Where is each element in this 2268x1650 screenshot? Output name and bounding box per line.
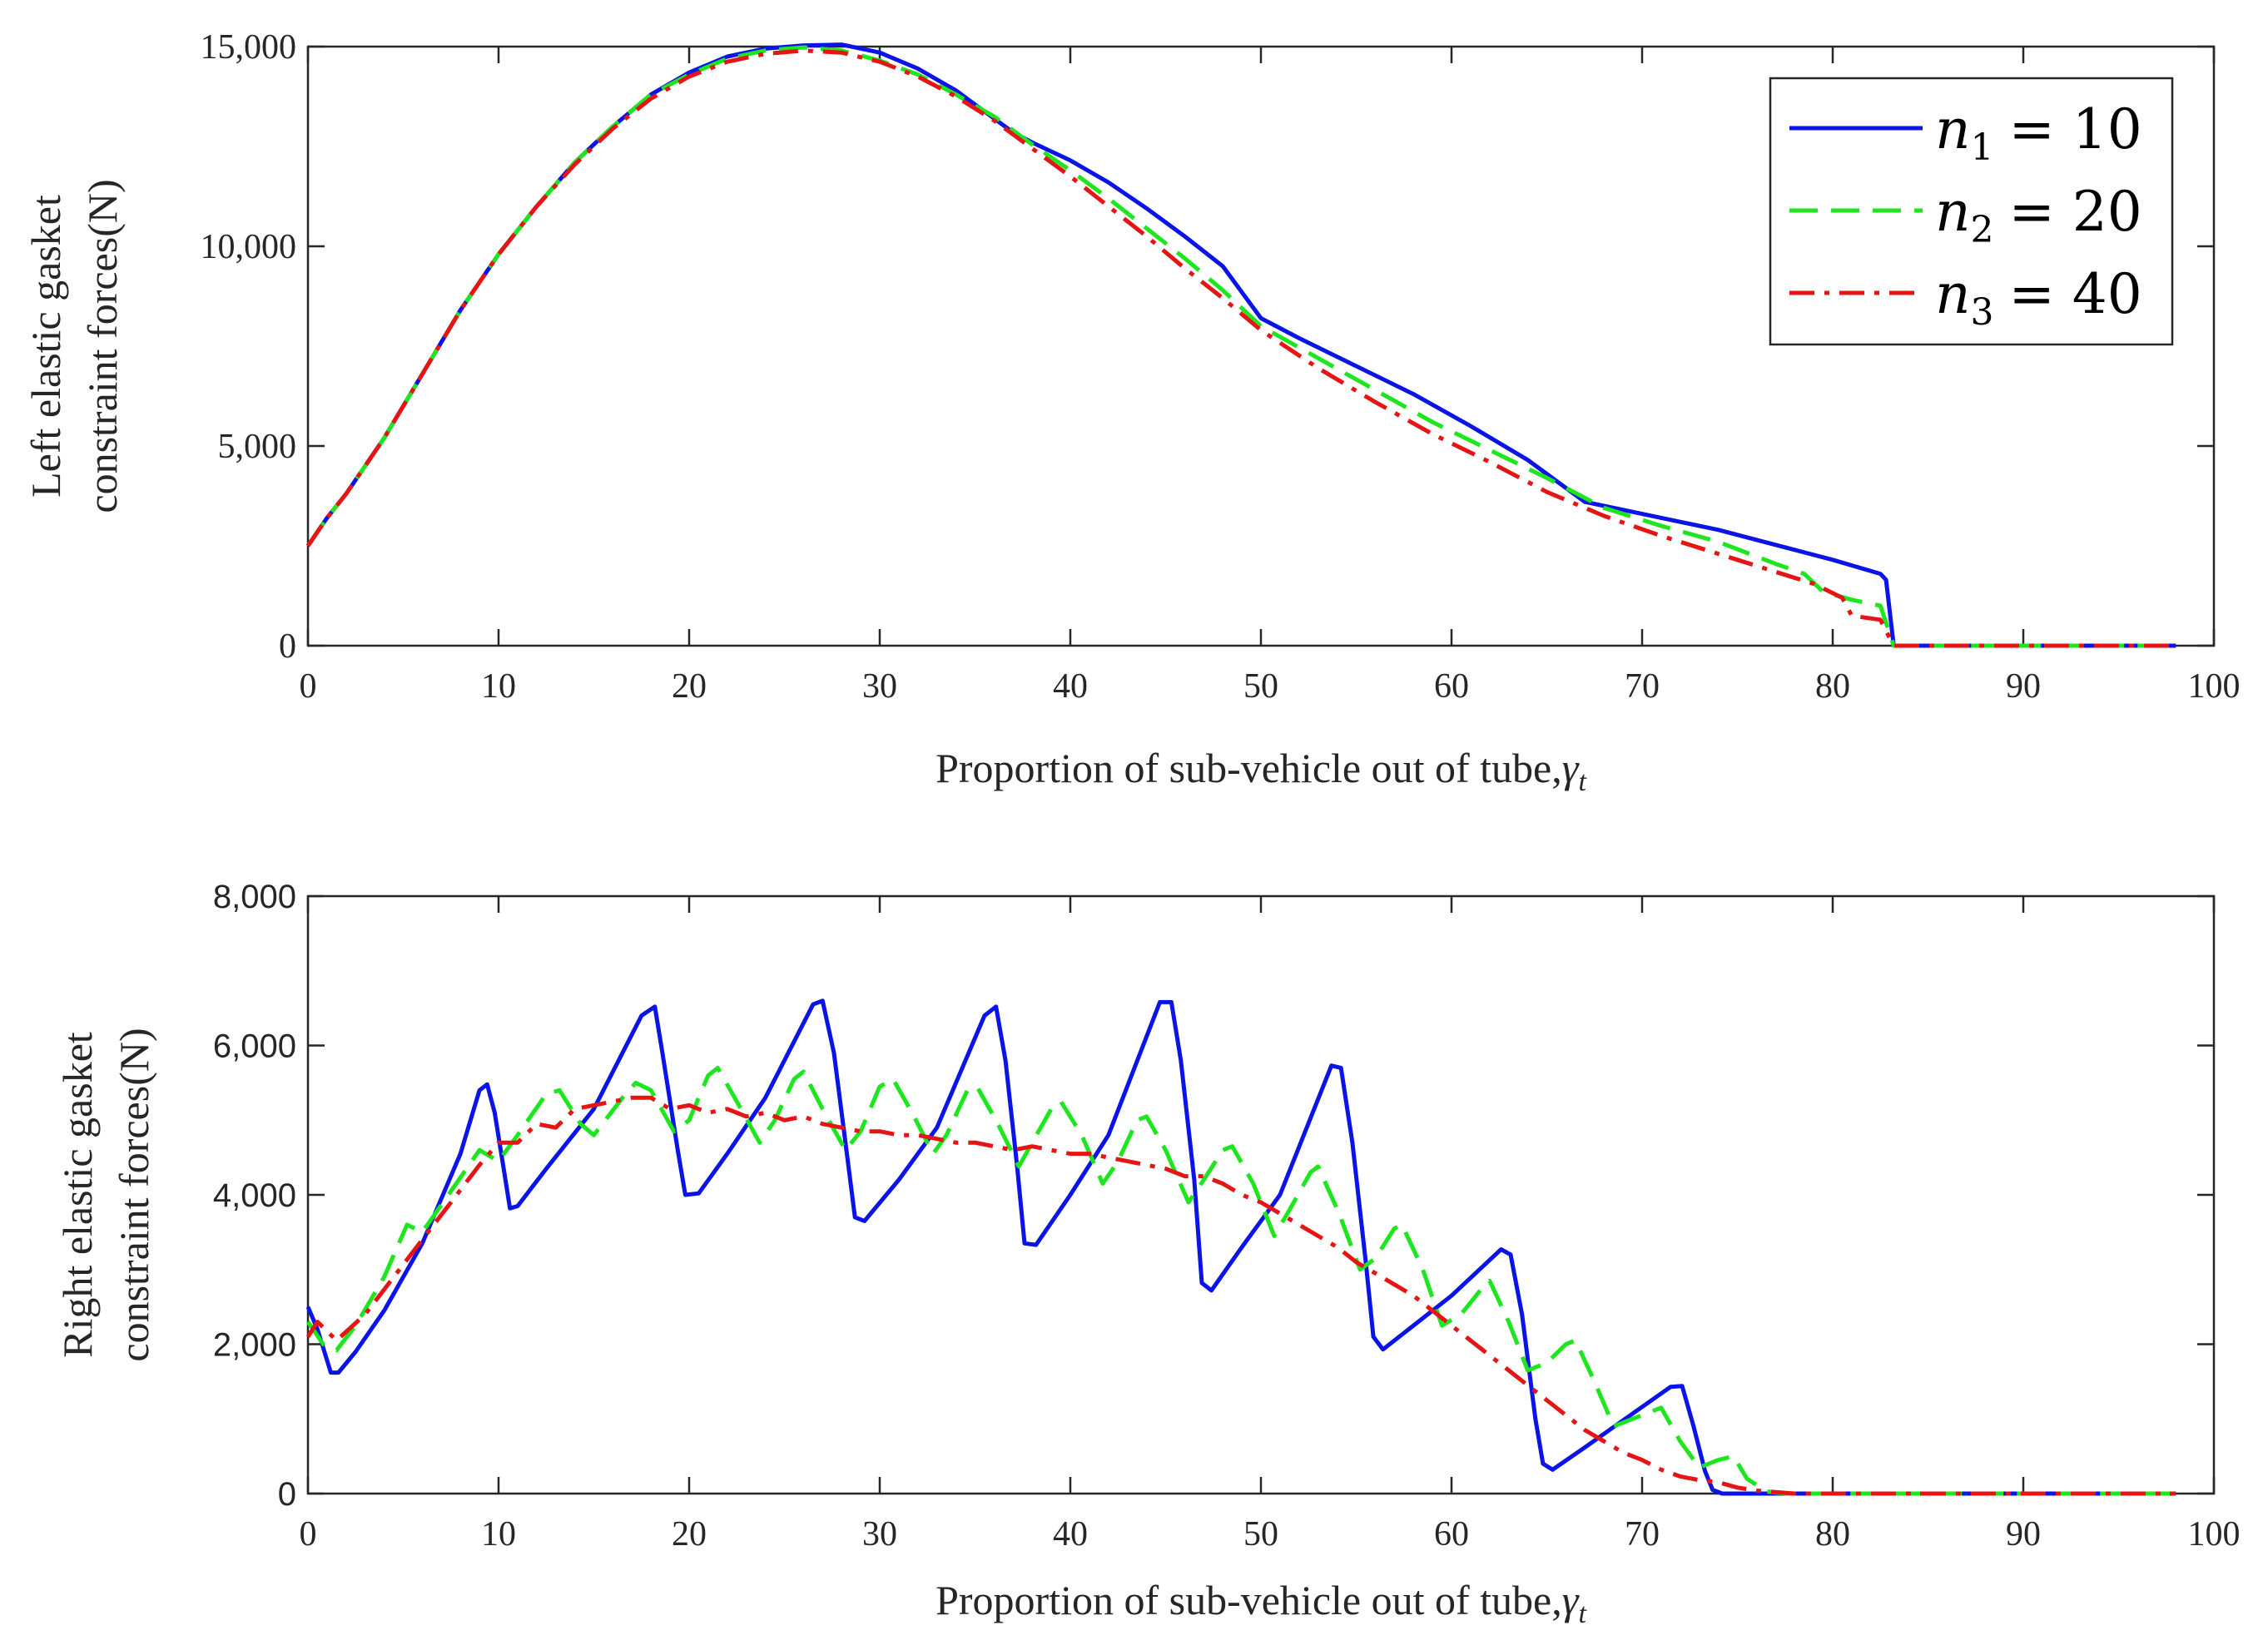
legend: n1 = 10 n2 = 20 n3 = 40	[1769, 77, 2174, 346]
bottom-xtick-label-40: 40	[1053, 1515, 1088, 1553]
legend-var-n3: n	[1935, 262, 1971, 326]
bottom-ylabel-line1: Right elastic gasket	[54, 1032, 101, 1358]
legend-sub-n1: 1	[1971, 126, 1994, 169]
legend-label-n1: n1 = 10	[1935, 97, 2142, 169]
legend-sub-n2: 2	[1971, 209, 1994, 251]
legend-value-n2: = 20	[2009, 180, 2142, 244]
bottom-xtick-label-100: 100	[2188, 1515, 2241, 1553]
top-xlabel-symbol: γ	[1562, 745, 1580, 791]
top-xlabel-subscript: t	[1578, 766, 1587, 797]
bottom-plot-area: 0 10 20 30 40 50 60 70 80 90 100 0 2,000 4,000 6,000 8,…	[213, 879, 2241, 1553]
bottom-series-line-n2	[305, 1065, 2176, 1496]
bottom-xtick-label-90: 90	[2006, 1515, 2041, 1553]
bottom-chart: 0 10 20 30 40 50 60 70 80 90 100 0 2,000 4,000 6,000 8,…	[54, 879, 2241, 1629]
top-xlabel: Proportion of sub-vehicle out of tube,γt	[935, 745, 1587, 797]
bottom-series	[305, 998, 2176, 1496]
bottom-ytick-label-2000: 2,000	[213, 1327, 296, 1364]
bottom-xtick-label-70: 70	[1625, 1515, 1660, 1553]
top-xtick-label-50: 50	[1243, 667, 1278, 706]
top-xtick-label-90: 90	[2006, 667, 2041, 706]
bottom-xtick-label-80: 80	[1815, 1515, 1850, 1553]
legend-sub-n3: 3	[1971, 291, 1994, 334]
bottom-ytick-label-8000: 8,000	[213, 879, 296, 915]
top-xtick-label-10: 10	[481, 667, 516, 706]
top-series	[305, 42, 2176, 648]
top-ticks: 0 10 20 30 40 50 60 70 80 90 100 0 5,000 10,000 15,000	[201, 28, 2241, 706]
bottom-xlabel: Proportion of sub-vehicle out of tube,γt	[935, 1577, 1587, 1629]
top-xtick-label-20: 20	[672, 667, 707, 706]
bottom-xlabel-text: Proportion of sub-vehicle out of tube,	[935, 1577, 1562, 1623]
top-series-line-n3	[305, 48, 2176, 648]
legend-label-n3: n3 = 40	[1935, 262, 2142, 334]
top-xtick-label-60: 60	[1434, 667, 1469, 706]
top-xtick-label-80: 80	[1815, 667, 1850, 706]
bottom-xtick-label-10: 10	[481, 1515, 516, 1553]
legend-entry-n2: n2 = 20	[1789, 180, 2142, 251]
bottom-ytick-label-6000: 6,000	[213, 1028, 296, 1065]
top-ytick-label-15000: 15,000	[201, 28, 297, 67]
top-ylabel-line1: Left elastic gasket	[22, 195, 69, 498]
legend-value-n1: = 10	[2009, 97, 2142, 161]
legend-entry-n1: n1 = 10	[1789, 97, 2142, 169]
top-xtick-label-30: 30	[862, 667, 897, 706]
top-ylabel-line2: constraint forces(N)	[79, 179, 126, 513]
top-xtick-label-70: 70	[1625, 667, 1660, 706]
bottom-xlabel-symbol: γ	[1562, 1577, 1580, 1623]
top-plot-area: 0 10 20 30 40 50 60 70 80 90 100 0 5,000 10,000 15,000	[201, 28, 2241, 706]
top-chart: 0 10 20 30 40 50 60 70 80 90 100 0 5,000 10,000 15,000…	[22, 28, 2241, 797]
bottom-xtick-label-0: 0	[300, 1515, 317, 1553]
bottom-xtick-label-60: 60	[1434, 1515, 1469, 1553]
top-xtick-label-100: 100	[2188, 667, 2241, 706]
bottom-xtick-label-20: 20	[672, 1515, 707, 1553]
bottom-ytick-label-4000: 4,000	[213, 1177, 296, 1214]
top-ytick-label-10000: 10,000	[201, 228, 297, 266]
top-xlabel-text: Proportion of sub-vehicle out of tube,	[935, 745, 1562, 791]
bottom-ticks: 0 10 20 30 40 50 60 70 80 90 100 0 2,000 4,000 6,000 8,…	[213, 879, 2241, 1553]
top-xtick-label-0: 0	[300, 667, 317, 706]
legend-label-n2: n2 = 20	[1935, 180, 2142, 251]
bottom-xtick-label-30: 30	[862, 1515, 897, 1553]
bottom-ylabel-line2: constraint forces(N)	[111, 1028, 157, 1361]
legend-var-n2: n	[1935, 180, 1971, 244]
bottom-series-line-n3	[305, 1095, 2176, 1496]
bottom-xlabel-subscript: t	[1578, 1598, 1587, 1629]
legend-entry-n3: n3 = 40	[1789, 262, 2142, 334]
legend-value-n3: = 40	[2009, 262, 2142, 326]
bottom-xtick-label-50: 50	[1243, 1515, 1278, 1553]
bottom-ytick-label-0: 0	[278, 1476, 296, 1513]
legend-var-n1: n	[1935, 97, 1971, 161]
top-ytick-label-5000: 5,000	[218, 428, 297, 466]
top-xtick-label-40: 40	[1053, 667, 1088, 706]
top-ytick-label-0: 0	[279, 627, 296, 666]
